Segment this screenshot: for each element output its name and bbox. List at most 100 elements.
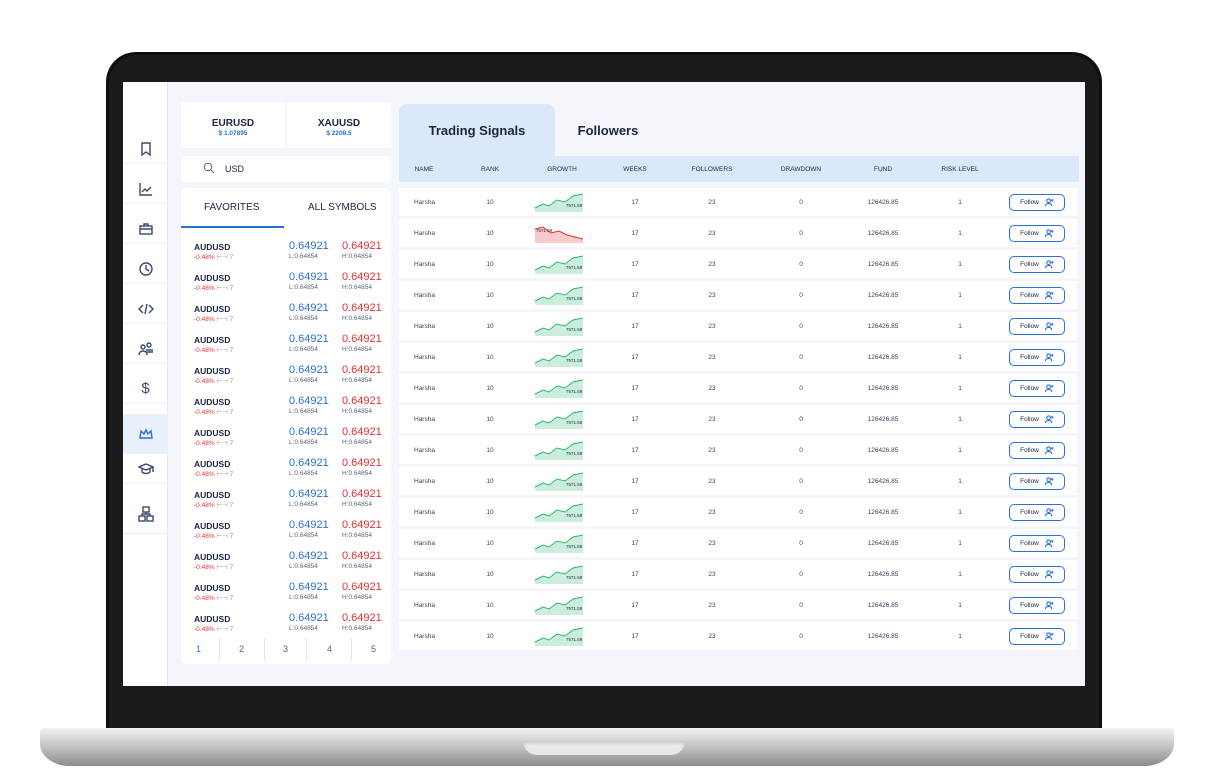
graduation-cap-icon[interactable] — [123, 454, 168, 484]
page-2[interactable]: 2 — [239, 644, 245, 654]
follow-label: Follow — [1020, 509, 1039, 516]
search-input[interactable] — [223, 161, 373, 177]
table-row: Harsha 10 7571.59 17 23 0 126426.85 1 Follow — [399, 312, 1077, 340]
growth-sparkline — [534, 503, 584, 522]
add-user-icon — [1044, 291, 1054, 300]
bookmark-icon[interactable] — [123, 134, 168, 164]
spread-icon: ⊢⊣ — [216, 316, 228, 323]
tab-trading-signals[interactable]: Trading Signals — [399, 104, 555, 156]
low-price: L:0.64854 — [289, 501, 318, 508]
high-price: H:0.64854 — [342, 284, 372, 291]
page-4[interactable]: 4 — [327, 644, 333, 654]
follow-button[interactable]: Follow — [1009, 597, 1065, 614]
follow-button[interactable]: Follow — [1009, 504, 1065, 521]
symbol-name: AUDUSD — [194, 366, 231, 376]
growth-sparkline — [534, 534, 584, 553]
growth-sparkline — [534, 441, 584, 460]
spread-icon: ⊢⊣ — [216, 440, 228, 447]
cell-fund: 126426.85 — [867, 292, 899, 299]
tab-followers[interactable]: Followers — [577, 122, 639, 138]
cell-weeks: 17 — [631, 230, 639, 237]
briefcase-icon[interactable] — [123, 214, 168, 244]
follow-button[interactable]: Follow — [1009, 256, 1065, 273]
follow-label: Follow — [1020, 447, 1039, 454]
quote-eurusd[interactable]: EURUSD $ 1.07895 — [181, 102, 285, 148]
symbol-change: -0.48% ⊢⊣ 7 — [194, 595, 234, 602]
follow-button[interactable]: Follow — [1009, 380, 1065, 397]
table-header: NAME RANK GROWTH WEEKS FOLLOWERS DRAWDOW… — [399, 156, 1079, 182]
cell-name: Harsha — [414, 261, 435, 268]
cell-weeks: 17 — [631, 416, 639, 423]
spread-icon: ⊢⊣ — [216, 595, 228, 602]
symbol-name: AUDUSD — [194, 552, 231, 562]
cell-name: Harsha — [414, 540, 435, 547]
follow-button[interactable]: Follow — [1009, 535, 1065, 552]
page-5[interactable]: 5 — [371, 644, 377, 654]
follow-button[interactable]: Follow — [1009, 473, 1065, 490]
users-icon[interactable] — [123, 334, 168, 364]
quote-xauusd[interactable]: XAUUSD $ 2208.5 — [287, 102, 391, 148]
bid-price: 0.64921 — [289, 581, 329, 593]
follow-button[interactable]: Follow — [1009, 225, 1065, 242]
col-risk-level: RISK LEVEL — [941, 166, 979, 173]
follow-label: Follow — [1020, 199, 1039, 206]
low-price: L:0.64854 — [289, 439, 318, 446]
chart-icon[interactable] — [123, 174, 168, 204]
cell-name: Harsha — [414, 571, 435, 578]
follow-button[interactable]: Follow — [1009, 318, 1065, 335]
tab-all-symbols[interactable]: ALL SYMBOLS — [308, 202, 377, 213]
history-icon[interactable] — [123, 254, 168, 284]
bid-price: 0.64921 — [289, 550, 329, 562]
cell-risk-level: 1 — [958, 478, 962, 485]
follow-label: Follow — [1020, 354, 1039, 361]
crown-icon[interactable] — [123, 414, 168, 454]
cell-weeks: 17 — [631, 571, 639, 578]
cell-growth: 7571.59 — [566, 420, 583, 425]
dollar-icon[interactable]: $ — [123, 374, 168, 404]
ask-price: 0.64921 — [342, 271, 382, 283]
cell-growth: 7571.59 — [566, 203, 583, 208]
cell-drawdown: 0 — [799, 292, 803, 299]
low-price: L:0.64854 — [289, 532, 318, 539]
low-price: L:0.64854 — [289, 377, 318, 384]
symbol-change: -0.48% ⊢⊣ 7 — [194, 409, 234, 416]
cell-risk-level: 1 — [958, 509, 962, 516]
bid-price: 0.64921 — [289, 612, 329, 624]
follow-button[interactable]: Follow — [1009, 287, 1065, 304]
follow-label: Follow — [1020, 292, 1039, 299]
cell-rank: 10 — [486, 354, 494, 361]
code-icon[interactable] — [123, 294, 168, 324]
cell-drawdown: 0 — [799, 323, 803, 330]
follow-button[interactable]: Follow — [1009, 442, 1065, 459]
page-3[interactable]: 3 — [283, 644, 289, 654]
cell-drawdown: 0 — [799, 354, 803, 361]
cell-weeks: 17 — [631, 633, 639, 640]
follow-button[interactable]: Follow — [1009, 628, 1065, 645]
low-price: L:0.64854 — [289, 625, 318, 632]
follow-button[interactable]: Follow — [1009, 411, 1065, 428]
cell-weeks: 17 — [631, 540, 639, 547]
follow-button[interactable]: Follow — [1009, 566, 1065, 583]
follow-button[interactable]: Follow — [1009, 349, 1065, 366]
add-user-icon — [1044, 384, 1054, 393]
org-chart-icon[interactable] — [123, 494, 168, 534]
active-tab-indicator — [181, 226, 284, 228]
cell-drawdown: 0 — [799, 633, 803, 640]
cell-followers: 23 — [708, 509, 716, 516]
page-1[interactable]: 1 — [196, 644, 202, 654]
follow-button[interactable]: Follow — [1009, 194, 1065, 211]
tab-favorites[interactable]: FAVORITES — [204, 202, 260, 213]
